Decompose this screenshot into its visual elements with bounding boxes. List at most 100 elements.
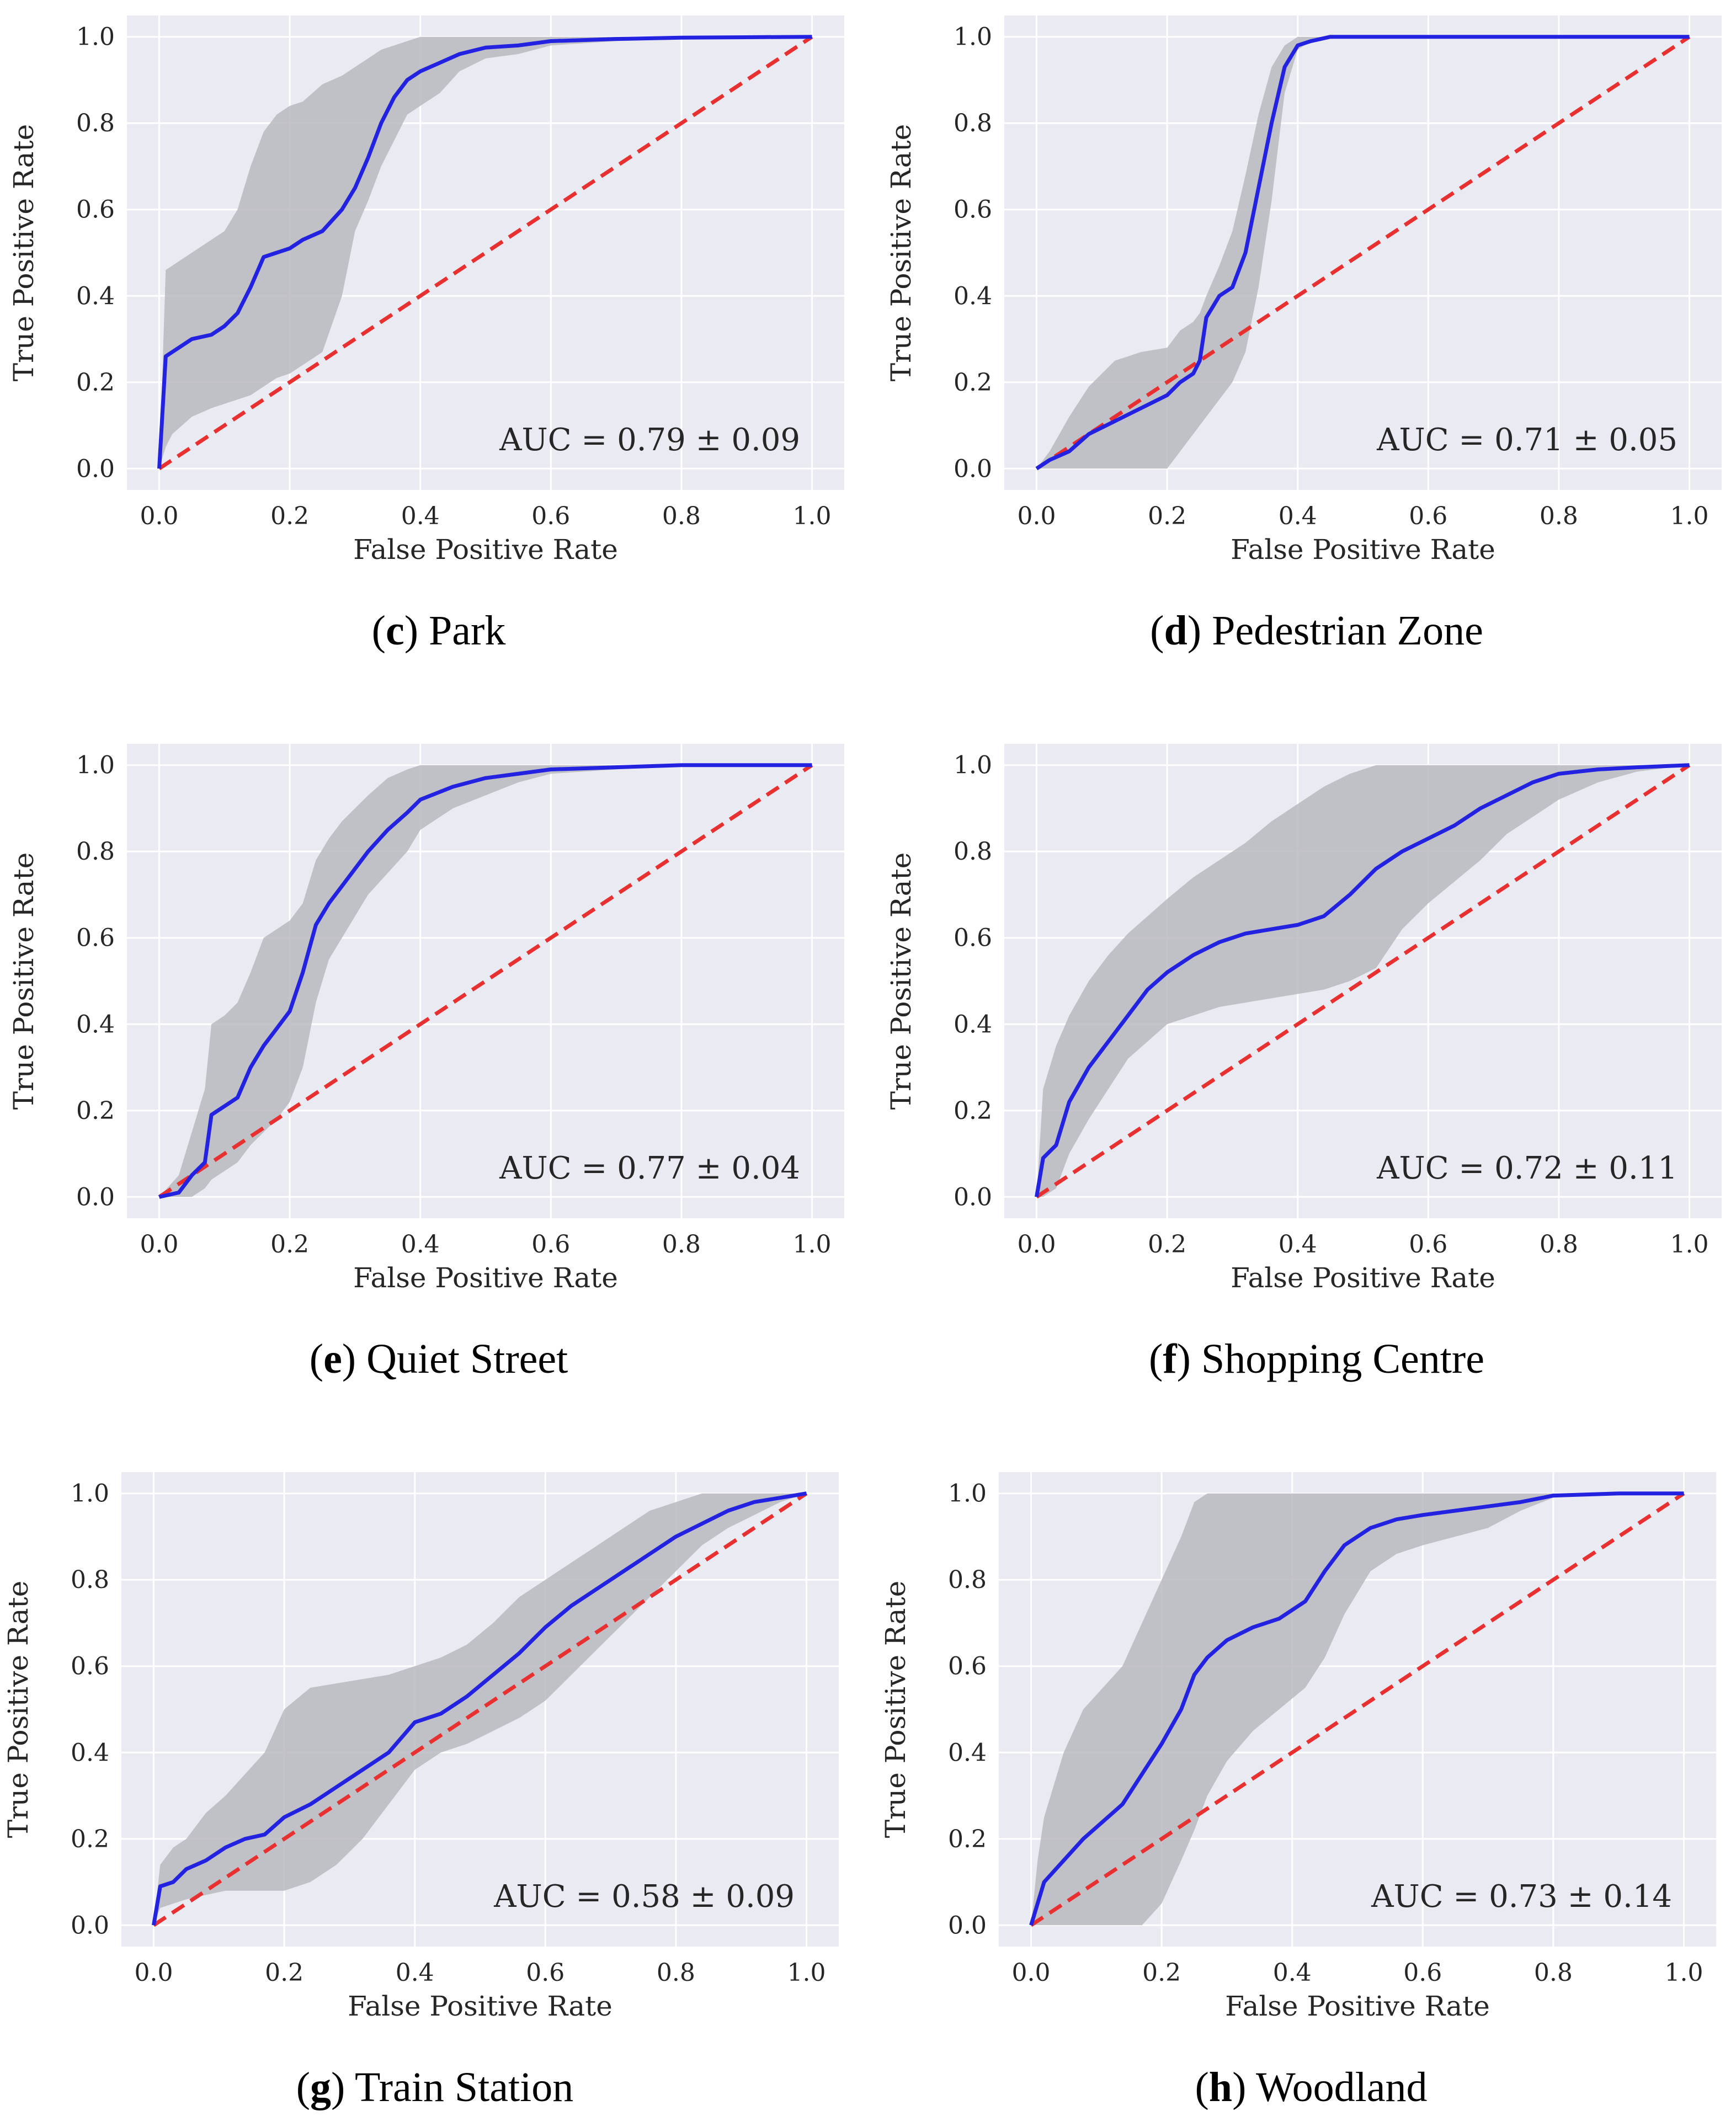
y-tick-label: 0.0 xyxy=(954,1183,992,1211)
x-axis-label: False Positive Rate xyxy=(353,1262,618,1294)
x-tick-label: 0.4 xyxy=(1279,1230,1317,1259)
y-tick-label: 0.2 xyxy=(71,1825,109,1853)
y-tick-label: 1.0 xyxy=(948,1480,987,1508)
x-tick-label: 0.0 xyxy=(140,1230,179,1259)
x-tick-label: 0.4 xyxy=(1273,1959,1312,1987)
y-axis-label: True Positive Rate xyxy=(885,852,917,1110)
y-tick-label: 0.6 xyxy=(76,196,115,224)
caption-e: (e) Quiet Street xyxy=(309,1336,568,1382)
mean-roc-line xyxy=(1035,35,1690,471)
mean-roc-line xyxy=(1035,763,1690,1197)
x-tick-label: 0.2 xyxy=(265,1959,303,1987)
x-tick-label: 0.2 xyxy=(1148,1230,1186,1259)
y-tick-label: 0.2 xyxy=(954,1097,992,1125)
confidence-band xyxy=(159,765,812,1197)
mean-roc-line xyxy=(1029,1491,1684,1926)
auc-label: AUC = 0.71 ± 0.05 xyxy=(1376,422,1678,458)
x-axis-label: False Positive Rate xyxy=(353,534,618,566)
y-tick-label: 0.8 xyxy=(76,109,115,137)
x-tick-label: 0.6 xyxy=(1403,1959,1442,1987)
x-tick-label: 0.8 xyxy=(662,1230,701,1259)
confidence-band xyxy=(1036,765,1690,1197)
auc-label: AUC = 0.79 ± 0.09 xyxy=(499,422,800,458)
y-tick-label: 1.0 xyxy=(76,751,115,780)
x-tick-label: 0.0 xyxy=(1018,502,1056,530)
y-axis-label: True Positive Rate xyxy=(8,852,40,1110)
y-tick-label: 0.8 xyxy=(76,838,115,866)
y-tick-label: 1.0 xyxy=(954,751,992,780)
x-tick-label: 1.0 xyxy=(793,502,832,530)
mean-roc-line xyxy=(158,763,812,1199)
x-tick-label: 0.8 xyxy=(1534,1959,1573,1987)
x-tick-label: 0.4 xyxy=(401,502,440,530)
y-tick-label: 0.4 xyxy=(76,1010,115,1038)
chance-line xyxy=(1035,763,1691,1199)
x-tick-label: 0.8 xyxy=(1540,1230,1578,1259)
caption-c: (c) Park xyxy=(371,607,506,654)
auc-label: AUC = 0.72 ± 0.11 xyxy=(1376,1150,1678,1186)
y-tick-label: 0.4 xyxy=(954,1010,992,1038)
x-tick-label: 0.6 xyxy=(526,1959,565,1987)
y-tick-label: 0.6 xyxy=(948,1652,987,1681)
x-axis-label: False Positive Rate xyxy=(348,1990,613,2022)
chance-line xyxy=(1030,1491,1685,1927)
x-tick-label: 0.0 xyxy=(140,502,179,530)
x-tick-label: 0.2 xyxy=(270,1230,309,1259)
y-tick-label: 0.6 xyxy=(954,196,992,224)
y-tick-label: 0.4 xyxy=(954,282,992,310)
x-axis-label: False Positive Rate xyxy=(1225,1990,1490,2022)
confidence-band xyxy=(159,36,812,469)
chance-line xyxy=(158,35,813,471)
x-tick-label: 0.4 xyxy=(1279,502,1317,530)
x-tick-label: 0.4 xyxy=(401,1230,440,1259)
y-axis-label: True Positive Rate xyxy=(8,124,40,381)
x-tick-label: 0.6 xyxy=(531,1230,570,1259)
y-tick-label: 0.0 xyxy=(71,1911,109,1939)
x-tick-label: 0.8 xyxy=(662,502,701,530)
x-tick-label: 0.2 xyxy=(1148,502,1186,530)
x-tick-label: 0.2 xyxy=(270,502,309,530)
y-tick-label: 0.4 xyxy=(71,1739,109,1767)
y-tick-label: 0.0 xyxy=(76,1183,115,1211)
x-tick-label: 0.6 xyxy=(1409,502,1447,530)
caption-d: (d) Pedestrian Zone xyxy=(1150,607,1483,654)
y-tick-label: 0.8 xyxy=(71,1566,109,1594)
auc-label: AUC = 0.58 ± 0.09 xyxy=(493,1879,795,1915)
x-tick-label: 1.0 xyxy=(793,1230,832,1259)
x-tick-label: 0.0 xyxy=(1018,1230,1056,1259)
mean-roc-line xyxy=(157,35,812,469)
y-tick-label: 0.2 xyxy=(954,369,992,397)
x-tick-label: 0.8 xyxy=(1540,502,1578,530)
x-tick-label: 1.0 xyxy=(1670,502,1709,530)
roc-panel-d: 0.0 0.0 0.2 0.2 0.4 0.4 0.6 0.6 0.8 0.8 1.0 1.0 AUC … xyxy=(885,15,1722,566)
x-tick-label: 0.6 xyxy=(1409,1230,1447,1259)
confidence-band xyxy=(1031,1493,1684,1926)
roc-panel-g: 0.0 0.0 0.2 0.2 0.4 0.4 0.6 0.6 0.8 0.8 1.0 1.0 AUC … xyxy=(2,1472,839,2022)
y-tick-label: 0.8 xyxy=(954,109,992,137)
caption-h: (h) Woodland xyxy=(1195,2064,1428,2110)
chance-line xyxy=(152,1491,808,1927)
x-tick-label: 0.6 xyxy=(531,502,570,530)
y-tick-label: 0.6 xyxy=(71,1652,109,1681)
roc-panel-h: 0.0 0.0 0.2 0.2 0.4 0.4 0.6 0.6 0.8 0.8 1.0 1.0 AUC … xyxy=(880,1472,1716,2022)
x-tick-label: 0.8 xyxy=(657,1959,695,1987)
y-tick-label: 0.0 xyxy=(76,455,115,483)
auc-label: AUC = 0.73 ± 0.14 xyxy=(1371,1879,1672,1915)
auc-label: AUC = 0.77 ± 0.04 xyxy=(499,1150,800,1186)
x-tick-label: 0.0 xyxy=(135,1959,173,1987)
y-tick-label: 0.6 xyxy=(954,924,992,952)
y-tick-label: 0.4 xyxy=(948,1739,987,1767)
y-tick-label: 1.0 xyxy=(76,23,115,51)
y-tick-label: 0.4 xyxy=(76,282,115,310)
caption-g: (g) Train Station xyxy=(296,2064,574,2110)
y-tick-label: 0.8 xyxy=(954,838,992,866)
y-tick-label: 0.2 xyxy=(948,1825,987,1853)
x-tick-label: 0.4 xyxy=(396,1959,434,1987)
roc-panel-c: 0.0 0.0 0.2 0.2 0.4 0.4 0.6 0.6 0.8 0.8 1.0 1.0 AUC … xyxy=(8,15,844,566)
y-axis-label: True Positive Rate xyxy=(885,124,917,381)
y-tick-label: 0.0 xyxy=(948,1911,987,1939)
roc-panel-f: 0.0 0.0 0.2 0.2 0.4 0.4 0.6 0.6 0.8 0.8 1.0 1.0 AUC … xyxy=(885,744,1722,1294)
y-tick-label: 0.2 xyxy=(76,1097,115,1125)
x-axis-label: False Positive Rate xyxy=(1231,534,1495,566)
